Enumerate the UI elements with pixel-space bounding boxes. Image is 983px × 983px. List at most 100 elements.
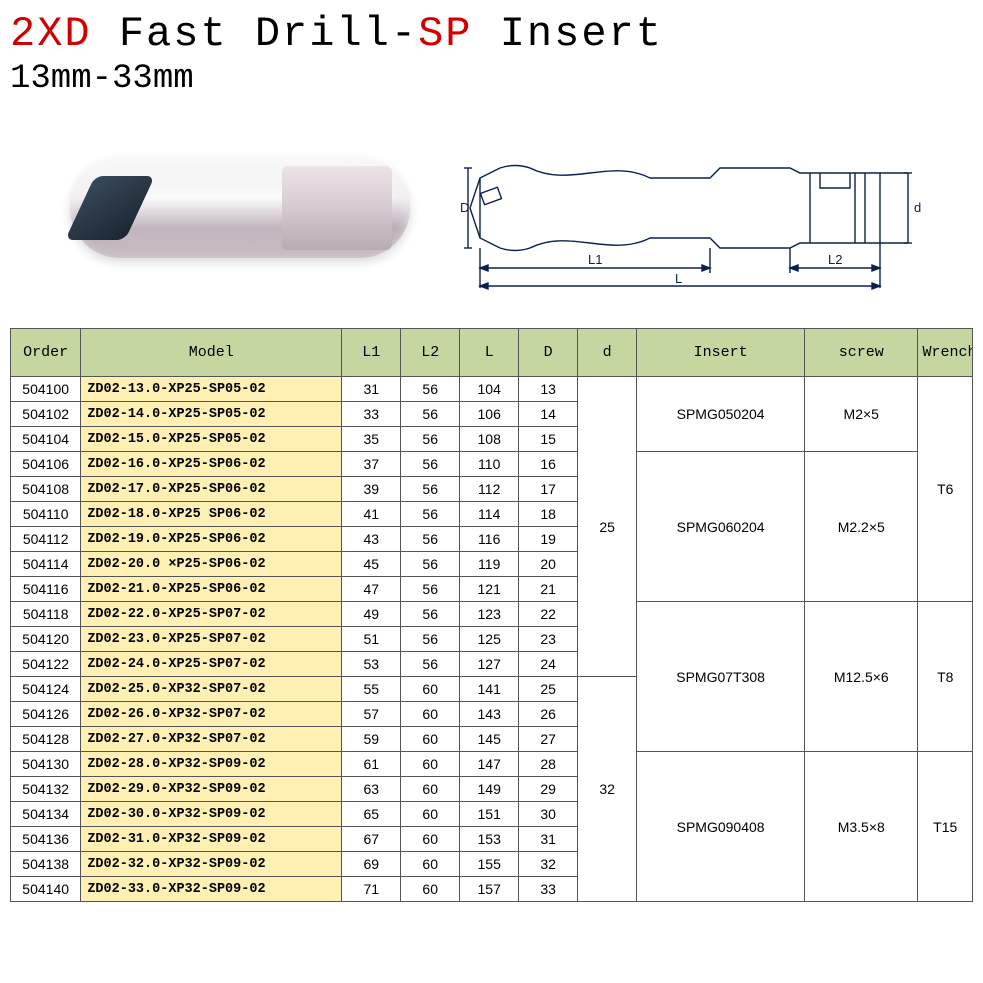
table-cell: 123 [460, 602, 519, 627]
table-cell: 147 [460, 752, 519, 777]
table-cell: ZD02-19.0-XP25-SP06-02 [81, 527, 342, 552]
table-cell: SPMG060204 [637, 452, 805, 602]
table-cell: 56 [401, 577, 460, 602]
table-cell: 17 [519, 477, 578, 502]
table-cell: 145 [460, 727, 519, 752]
table-cell: 28 [519, 752, 578, 777]
table-cell: 69 [342, 852, 401, 877]
table-cell: 15 [519, 427, 578, 452]
table-cell: 504126 [11, 702, 81, 727]
table-cell: 110 [460, 452, 519, 477]
table-cell: 504132 [11, 777, 81, 802]
table-cell: ZD02-14.0-XP25-SP05-02 [81, 402, 342, 427]
table-cell: 56 [401, 627, 460, 652]
table-header: D [519, 329, 578, 377]
table-cell: 35 [342, 427, 401, 452]
table-cell: T6 [918, 377, 973, 602]
table-cell: 121 [460, 577, 519, 602]
table-row: 504118ZD02-22.0-XP25-SP07-02495612322SPM… [11, 602, 973, 627]
table-cell: 32 [519, 852, 578, 877]
table-cell: M2×5 [805, 377, 918, 452]
table-cell: 20 [519, 552, 578, 577]
diagram-label-L1: L1 [588, 252, 602, 267]
table-cell: ZD02-28.0-XP32-SP09-02 [81, 752, 342, 777]
table-cell: 49 [342, 602, 401, 627]
table-cell: 504130 [11, 752, 81, 777]
table-cell: 19 [519, 527, 578, 552]
table-cell: 56 [401, 652, 460, 677]
title-prefix: 2XD [10, 10, 92, 58]
table-cell: 504118 [11, 602, 81, 627]
table-cell: 71 [342, 877, 401, 902]
table-cell: 45 [342, 552, 401, 577]
table-cell: 60 [401, 677, 460, 702]
table-cell: 56 [401, 452, 460, 477]
table-cell: 114 [460, 502, 519, 527]
table-row: 504130ZD02-28.0-XP32-SP09-02616014728SPM… [11, 752, 973, 777]
table-cell: 23 [519, 627, 578, 652]
table-cell: 27 [519, 727, 578, 752]
table-cell: 60 [401, 877, 460, 902]
table-cell: 25 [519, 677, 578, 702]
diagram-label-L: L [675, 271, 682, 286]
table-cell: 24 [519, 652, 578, 677]
table-cell: 56 [401, 377, 460, 402]
diagram-label-D: D [460, 200, 469, 215]
table-cell: 106 [460, 402, 519, 427]
table-cell: ZD02-13.0-XP25-SP05-02 [81, 377, 342, 402]
table-cell: 55 [342, 677, 401, 702]
table-cell: ZD02-24.0-XP25-SP07-02 [81, 652, 342, 677]
table-cell: 63 [342, 777, 401, 802]
table-cell: 504136 [11, 827, 81, 852]
table-header: screw [805, 329, 918, 377]
table-cell: 51 [342, 627, 401, 652]
table-cell: 13 [519, 377, 578, 402]
table-cell: SPMG050204 [637, 377, 805, 452]
table-cell: M12.5×6 [805, 602, 918, 752]
table-cell: ZD02-25.0-XP32-SP07-02 [81, 677, 342, 702]
table-cell: 56 [401, 427, 460, 452]
table-cell: 60 [401, 802, 460, 827]
table-cell: 29 [519, 777, 578, 802]
table-cell: 21 [519, 577, 578, 602]
title-suffix: Insert [473, 10, 663, 58]
table-header-row: OrderModelL1L2LDdInsertscrewWrench [11, 329, 973, 377]
table-cell: 60 [401, 827, 460, 852]
table-cell: ZD02-26.0-XP32-SP07-02 [81, 702, 342, 727]
table-cell: 108 [460, 427, 519, 452]
table-cell: ZD02-20.0 ×P25-SP06-02 [81, 552, 342, 577]
table-cell: 504128 [11, 727, 81, 752]
table-cell: T8 [918, 602, 973, 752]
page-title: 2XD Fast Drill-SP Insert [10, 10, 983, 58]
title-sp: SP [418, 10, 472, 58]
diagram-svg: D d L1 L2 L [460, 118, 940, 298]
table-header: Order [11, 329, 81, 377]
table-cell: ZD02-32.0-XP32-SP09-02 [81, 852, 342, 877]
table-cell: 141 [460, 677, 519, 702]
spec-table: OrderModelL1L2LDdInsertscrewWrench 50410… [10, 328, 973, 902]
product-photo [60, 118, 420, 298]
table-cell: SPMG07T308 [637, 602, 805, 752]
table-cell: 56 [401, 552, 460, 577]
table-cell: SPMG090408 [637, 752, 805, 902]
table-cell: 59 [342, 727, 401, 752]
table-cell: 504138 [11, 852, 81, 877]
table-cell: 22 [519, 602, 578, 627]
table-cell: 504114 [11, 552, 81, 577]
title-mid: Fast Drill- [92, 10, 418, 58]
table-cell: 60 [401, 727, 460, 752]
table-cell: 125 [460, 627, 519, 652]
table-cell: M2.2×5 [805, 452, 918, 602]
table-cell: 41 [342, 502, 401, 527]
table-cell: 153 [460, 827, 519, 852]
table-header: Model [81, 329, 342, 377]
table-cell: 504110 [11, 502, 81, 527]
table-cell: 61 [342, 752, 401, 777]
spec-table-wrap: OrderModelL1L2LDdInsertscrewWrench 50410… [0, 328, 983, 902]
table-cell: ZD02-16.0-XP25-SP06-02 [81, 452, 342, 477]
table-cell: M3.5×8 [805, 752, 918, 902]
table-cell: 504108 [11, 477, 81, 502]
table-cell: 57 [342, 702, 401, 727]
images-row: D d L1 L2 L [0, 98, 983, 328]
table-cell: 504124 [11, 677, 81, 702]
